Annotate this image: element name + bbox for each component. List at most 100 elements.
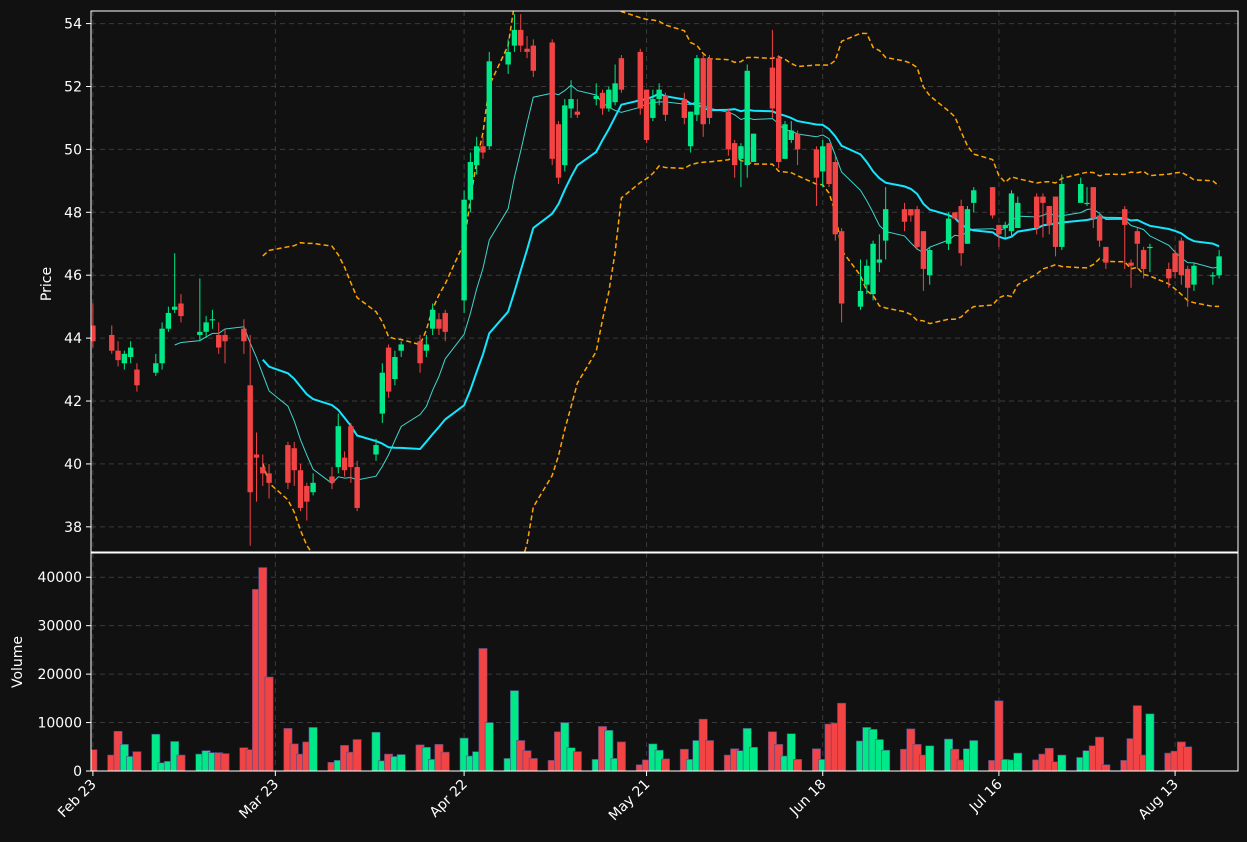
- candle-body: [442, 312, 448, 332]
- candle-body: [1134, 231, 1141, 244]
- candle-body: [643, 89, 650, 140]
- candle-body: [656, 89, 662, 100]
- candle-body: [417, 341, 423, 364]
- candle-body: [1147, 246, 1153, 249]
- candle-body: [908, 209, 914, 216]
- candle-body: [1002, 224, 1008, 229]
- volume-y-tick-label: 0: [73, 764, 82, 780]
- volume-bar: [994, 700, 1004, 771]
- volume-bar: [484, 722, 494, 771]
- candle-body: [310, 482, 316, 493]
- candle-body: [1033, 196, 1040, 229]
- price-y-tick-label: 40: [64, 457, 82, 473]
- volume-y-axis: 0 10000 20000 30000 40000: [37, 570, 91, 780]
- candle-body: [467, 161, 474, 200]
- candle-body: [788, 130, 794, 140]
- candle-body: [473, 146, 480, 166]
- candle-body: [423, 344, 430, 351]
- candle-body: [115, 350, 121, 361]
- candle-body: [725, 111, 732, 150]
- candle-body: [241, 328, 247, 342]
- candle-body: [1172, 253, 1178, 273]
- candle-body: [750, 133, 757, 162]
- candle-body: [952, 212, 958, 219]
- candle-body: [1166, 268, 1172, 279]
- candle-body: [1059, 183, 1065, 247]
- candle-body: [1046, 206, 1052, 225]
- candle-body: [1008, 193, 1015, 232]
- volume-bar: [440, 751, 450, 771]
- volume-bars: [91, 567, 1193, 771]
- candle-body: [329, 476, 335, 483]
- candle-body: [971, 190, 977, 203]
- candle-body: [197, 331, 203, 335]
- candle-body: [486, 61, 492, 147]
- volume-bar: [1044, 747, 1054, 771]
- volume-bar: [1101, 764, 1111, 771]
- price-ylabel: Price: [39, 267, 55, 301]
- candle-body: [524, 48, 530, 52]
- candle-body: [354, 467, 360, 508]
- price-y-tick-label: 38: [64, 520, 82, 536]
- candle-body: [662, 95, 669, 115]
- volume-y-tick-label: 20000: [37, 667, 82, 683]
- candle-body: [606, 89, 612, 109]
- volume-y-tick-label: 30000: [37, 619, 82, 635]
- candle-body: [165, 312, 172, 329]
- candle-body: [121, 353, 128, 364]
- price-y-tick-label: 46: [64, 268, 82, 284]
- volume-bar: [616, 741, 626, 771]
- volume-panel-frame: [90, 552, 1239, 772]
- candle-body: [864, 265, 870, 285]
- candle-body: [253, 454, 260, 458]
- volume-bar: [1057, 754, 1067, 771]
- candle-body: [1178, 240, 1185, 276]
- volume-bar: [371, 731, 381, 771]
- candle-body: [694, 58, 700, 115]
- price-y-tick-label: 42: [64, 394, 82, 410]
- candle-body: [593, 95, 599, 100]
- volume-bar: [264, 676, 274, 771]
- volume-panel: 0 10000 20000 30000 40000 Volume: [10, 552, 1239, 780]
- candle-body: [945, 218, 952, 244]
- candle-body: [964, 209, 971, 244]
- candle-body: [1015, 202, 1021, 229]
- volume-bar: [220, 753, 230, 771]
- volume-bar: [925, 745, 935, 771]
- price-y-tick-label: 44: [64, 331, 82, 347]
- candle-body: [650, 99, 656, 118]
- candle-body: [1078, 183, 1084, 203]
- volume-bar: [1013, 752, 1023, 771]
- candle-body: [958, 206, 964, 254]
- volume-bar: [969, 740, 979, 771]
- candle-body: [1122, 209, 1128, 225]
- candle-body: [291, 448, 297, 471]
- volume-bar: [749, 746, 758, 771]
- volume-bar: [837, 702, 847, 771]
- volume-bar: [396, 754, 406, 771]
- candle-body: [612, 83, 618, 103]
- candle-body: [989, 187, 996, 216]
- candle-body: [1140, 250, 1147, 269]
- candle-body: [1184, 268, 1191, 288]
- candle-body: [1040, 196, 1046, 203]
- candle-body: [1103, 246, 1109, 263]
- candle-body: [392, 356, 398, 380]
- volume-bar: [528, 758, 538, 771]
- candle-body: [618, 58, 625, 90]
- volume-bar: [176, 754, 186, 771]
- candle-body: [870, 243, 876, 295]
- candle-body: [882, 209, 889, 241]
- volume-bar: [660, 758, 670, 771]
- candle-body: [1084, 202, 1090, 205]
- upper-band-line: [262, 11, 1220, 346]
- candle-body: [203, 322, 209, 332]
- candle-body: [637, 51, 643, 109]
- candle-body: [153, 363, 159, 373]
- candle-body: [687, 111, 694, 147]
- candle-body: [562, 105, 568, 166]
- candle-body: [518, 29, 524, 46]
- volume-y-tick-label: 40000: [37, 570, 82, 586]
- candle-body: [769, 67, 776, 109]
